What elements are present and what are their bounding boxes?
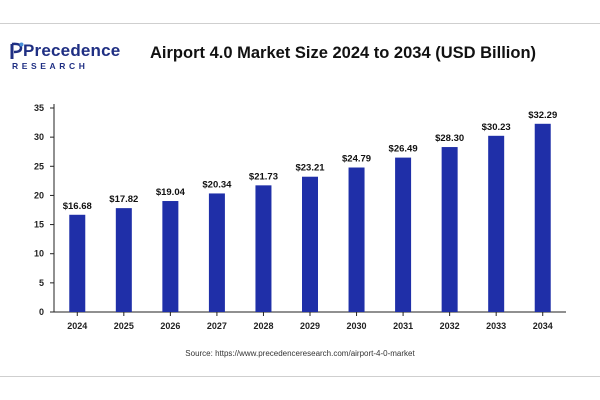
x-tick-label-2029: 2029 — [300, 321, 320, 331]
brand-logo: Precedence RESEARCH — [10, 40, 120, 74]
bar-2029 — [302, 176, 318, 312]
value-label-2025: $17.82 — [109, 194, 138, 205]
source-note: Source: https://www.precedenceresearch.c… — [185, 349, 415, 358]
x-tick-label-2028: 2028 — [253, 321, 273, 331]
header: Precedence RESEARCH Airport 4.0 Market S… — [0, 32, 600, 80]
value-label-2027: $20.34 — [202, 179, 232, 190]
y-tick-label: 5 — [39, 278, 44, 288]
value-label-2029: $23.21 — [295, 163, 325, 174]
y-tick-label: 30 — [34, 132, 44, 142]
value-label-2033: $30.23 — [482, 122, 511, 133]
value-label-2026: $19.04 — [156, 187, 186, 198]
brand-name: Precedence — [23, 41, 121, 60]
bar-chart: 05101520253035$16.682024$17.822025$19.04… — [34, 103, 566, 331]
bar-2025 — [115, 208, 132, 312]
y-tick-label: 35 — [34, 103, 44, 113]
y-tick-label: 0 — [39, 307, 44, 317]
y-tick-label: 20 — [34, 190, 44, 200]
bar-2028 — [255, 185, 272, 312]
plot-panel: 0 5 10 15 20 25 30 35 $16.68 2024 $17.82 2025 $19.04… — [14, 90, 586, 340]
y-tick-label: 15 — [34, 220, 44, 230]
x-tick-label-2033: 2033 — [486, 321, 506, 331]
x-tick-label-2030: 2030 — [347, 321, 367, 331]
bar-2030 — [348, 167, 365, 312]
y-tick-label: 25 — [34, 161, 44, 171]
value-label-2030: $24.79 — [342, 154, 371, 165]
x-tick-label-2026: 2026 — [160, 321, 180, 331]
bar-2027 — [208, 193, 225, 312]
precedence-logo-icon — [10, 42, 24, 59]
value-label-2031: $26.49 — [389, 144, 418, 155]
x-tick-label-2025: 2025 — [114, 321, 134, 331]
bar-2032 — [441, 147, 458, 312]
x-tick-label-2034: 2034 — [533, 321, 553, 331]
value-label-2034: $32.29 — [528, 110, 557, 121]
y-tick-label: 10 — [34, 249, 44, 259]
x-tick-label-2027: 2027 — [207, 321, 227, 331]
bar-2031 — [395, 157, 412, 312]
x-tick-label-2024: 2024 — [67, 321, 87, 331]
bar-2033 — [488, 135, 505, 312]
bar-2024 — [69, 214, 86, 312]
bottom-divider — [0, 376, 600, 377]
value-label-2032: $28.30 — [435, 133, 464, 144]
x-tick-label-2031: 2031 — [393, 321, 413, 331]
brand-subline: RESEARCH — [12, 61, 89, 71]
top-divider — [0, 23, 600, 24]
bar-2034 — [534, 123, 551, 312]
chart-title: Airport 4.0 Market Size 2024 to 2034 (US… — [150, 44, 537, 62]
value-label-2028: $21.73 — [249, 171, 278, 182]
value-label-2024: $16.68 — [63, 201, 92, 212]
x-tick-label-2032: 2032 — [440, 321, 460, 331]
bar-2026 — [162, 201, 179, 312]
